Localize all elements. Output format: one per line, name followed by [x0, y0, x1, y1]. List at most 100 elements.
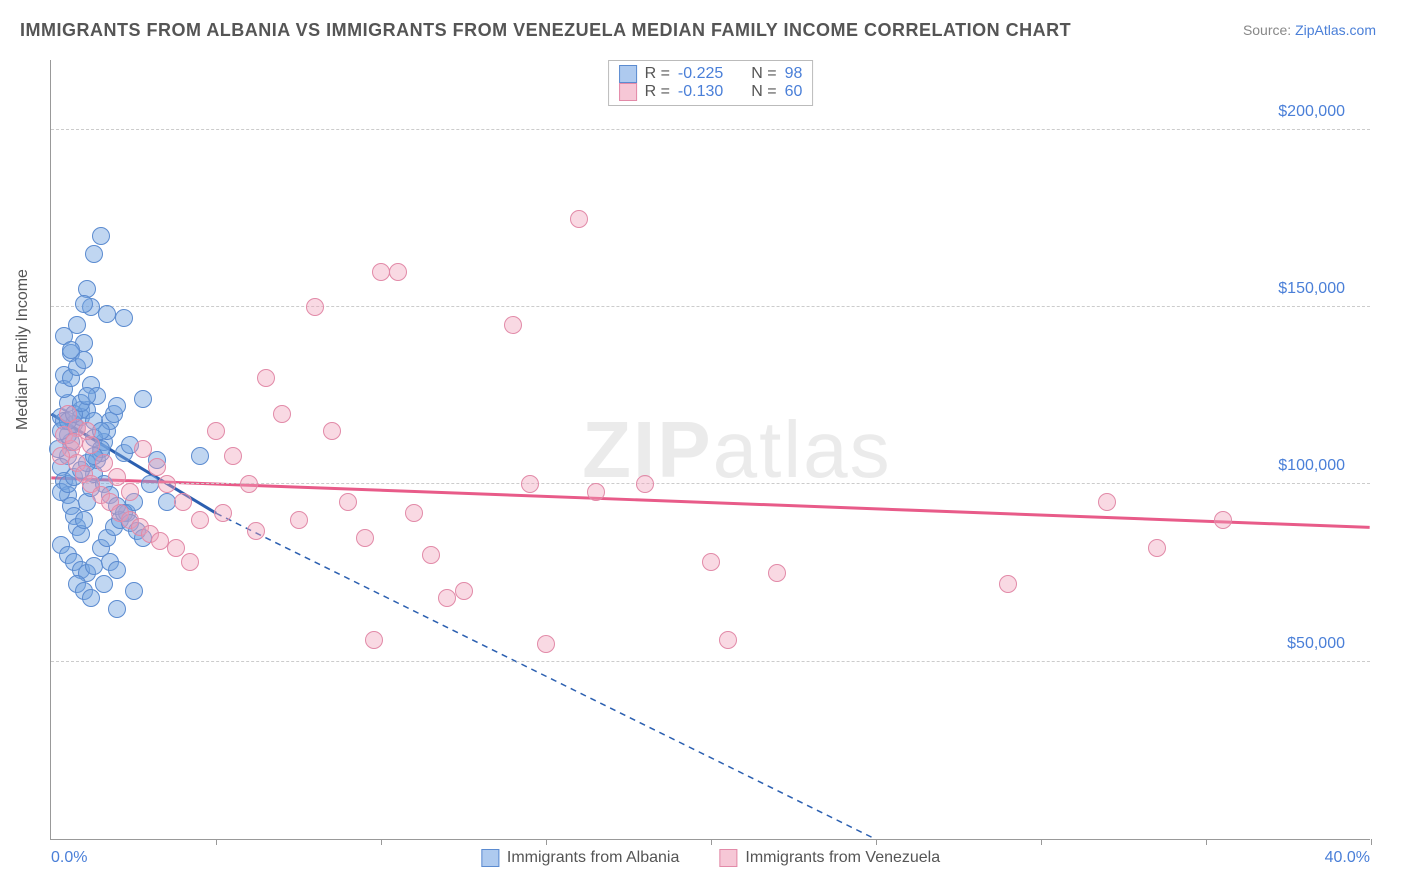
x-tick — [711, 839, 712, 845]
data-point — [141, 475, 159, 493]
source-link[interactable]: ZipAtlas.com — [1295, 22, 1376, 38]
source-attribution: Source: ZipAtlas.com — [1243, 22, 1376, 38]
data-point — [306, 298, 324, 316]
data-point — [207, 422, 225, 440]
data-point — [257, 369, 275, 387]
data-point — [247, 522, 265, 540]
watermark: ZIPatlas — [582, 404, 891, 496]
data-point — [134, 440, 152, 458]
stat-n-label: N = — [751, 65, 776, 83]
data-point — [92, 227, 110, 245]
chart-title: IMMIGRANTS FROM ALBANIA VS IMMIGRANTS FR… — [20, 20, 1071, 41]
data-point — [125, 582, 143, 600]
data-point — [356, 529, 374, 547]
data-point — [75, 511, 93, 529]
data-point — [438, 589, 456, 607]
x-tick — [1206, 839, 1207, 845]
data-point — [224, 447, 242, 465]
data-point — [1148, 539, 1166, 557]
data-point — [290, 511, 308, 529]
data-point — [78, 387, 96, 405]
data-point — [75, 295, 93, 313]
x-tick — [546, 839, 547, 845]
data-point — [636, 475, 654, 493]
legend-swatch — [481, 849, 499, 867]
x-tick — [381, 839, 382, 845]
data-point — [273, 405, 291, 423]
data-point — [151, 532, 169, 550]
data-point — [134, 390, 152, 408]
legend-item: Immigrants from Venezuela — [719, 849, 940, 867]
data-point — [719, 631, 737, 649]
data-point — [95, 454, 113, 472]
data-point — [95, 575, 113, 593]
stat-n-value: 60 — [785, 83, 803, 101]
legend-label: Immigrants from Venezuela — [745, 849, 940, 866]
x-axis-min-label: 0.0% — [51, 849, 87, 867]
data-point — [504, 316, 522, 334]
data-point — [214, 504, 232, 522]
data-point — [768, 564, 786, 582]
legend-label: Immigrants from Albania — [507, 849, 680, 866]
data-point — [1098, 493, 1116, 511]
y-axis-label: Median Family Income — [14, 269, 32, 430]
data-point — [181, 553, 199, 571]
x-tick — [1371, 839, 1372, 845]
data-point — [78, 422, 96, 440]
data-point — [115, 309, 133, 327]
stat-n-label: N = — [751, 83, 776, 101]
legend-swatch — [719, 849, 737, 867]
x-axis-max-label: 40.0% — [1325, 849, 1370, 867]
trend-lines — [51, 60, 1370, 839]
data-point — [82, 589, 100, 607]
data-point — [174, 493, 192, 511]
gridline-h — [51, 661, 1370, 662]
correlation-stats-box: R = -0.225N = 98R = -0.130N = 60 — [608, 60, 814, 106]
data-point — [62, 341, 80, 359]
data-point — [121, 483, 139, 501]
stats-row: R = -0.225N = 98 — [619, 65, 803, 83]
data-point — [167, 539, 185, 557]
data-point — [702, 553, 720, 571]
data-point — [999, 575, 1017, 593]
data-point — [587, 483, 605, 501]
stat-r-label: R = — [645, 65, 670, 83]
stat-r-value: -0.130 — [678, 83, 723, 101]
data-point — [85, 245, 103, 263]
legend-swatch — [619, 65, 637, 83]
data-point — [108, 468, 126, 486]
data-point — [108, 397, 126, 415]
data-point — [365, 631, 383, 649]
watermark-thin: atlas — [713, 405, 892, 494]
data-point — [191, 447, 209, 465]
data-point — [158, 493, 176, 511]
data-point — [158, 475, 176, 493]
data-point — [389, 263, 407, 281]
data-point — [1214, 511, 1232, 529]
stat-r-label: R = — [645, 83, 670, 101]
data-point — [570, 210, 588, 228]
data-point — [98, 305, 116, 323]
legend: Immigrants from Albania Immigrants from V… — [481, 849, 940, 867]
data-point — [240, 475, 258, 493]
data-point — [85, 557, 103, 575]
gridline-h — [51, 129, 1370, 130]
data-point — [521, 475, 539, 493]
data-point — [108, 600, 126, 618]
data-point — [455, 582, 473, 600]
stat-r-value: -0.225 — [678, 65, 723, 83]
data-point — [372, 263, 390, 281]
stats-row: R = -0.130 N = 60 — [619, 83, 803, 101]
x-tick — [216, 839, 217, 845]
data-point — [422, 546, 440, 564]
data-point — [537, 635, 555, 653]
data-point — [108, 561, 126, 579]
data-point — [52, 447, 70, 465]
scatter-plot: ZIPatlas R = -0.225N = 98R = -0.130N = 6… — [50, 60, 1370, 840]
data-point — [148, 458, 166, 476]
y-tick-label: $200,000 — [1278, 103, 1345, 121]
data-point — [323, 422, 341, 440]
gridline-h — [51, 306, 1370, 307]
legend-swatch — [619, 83, 637, 101]
data-point — [405, 504, 423, 522]
